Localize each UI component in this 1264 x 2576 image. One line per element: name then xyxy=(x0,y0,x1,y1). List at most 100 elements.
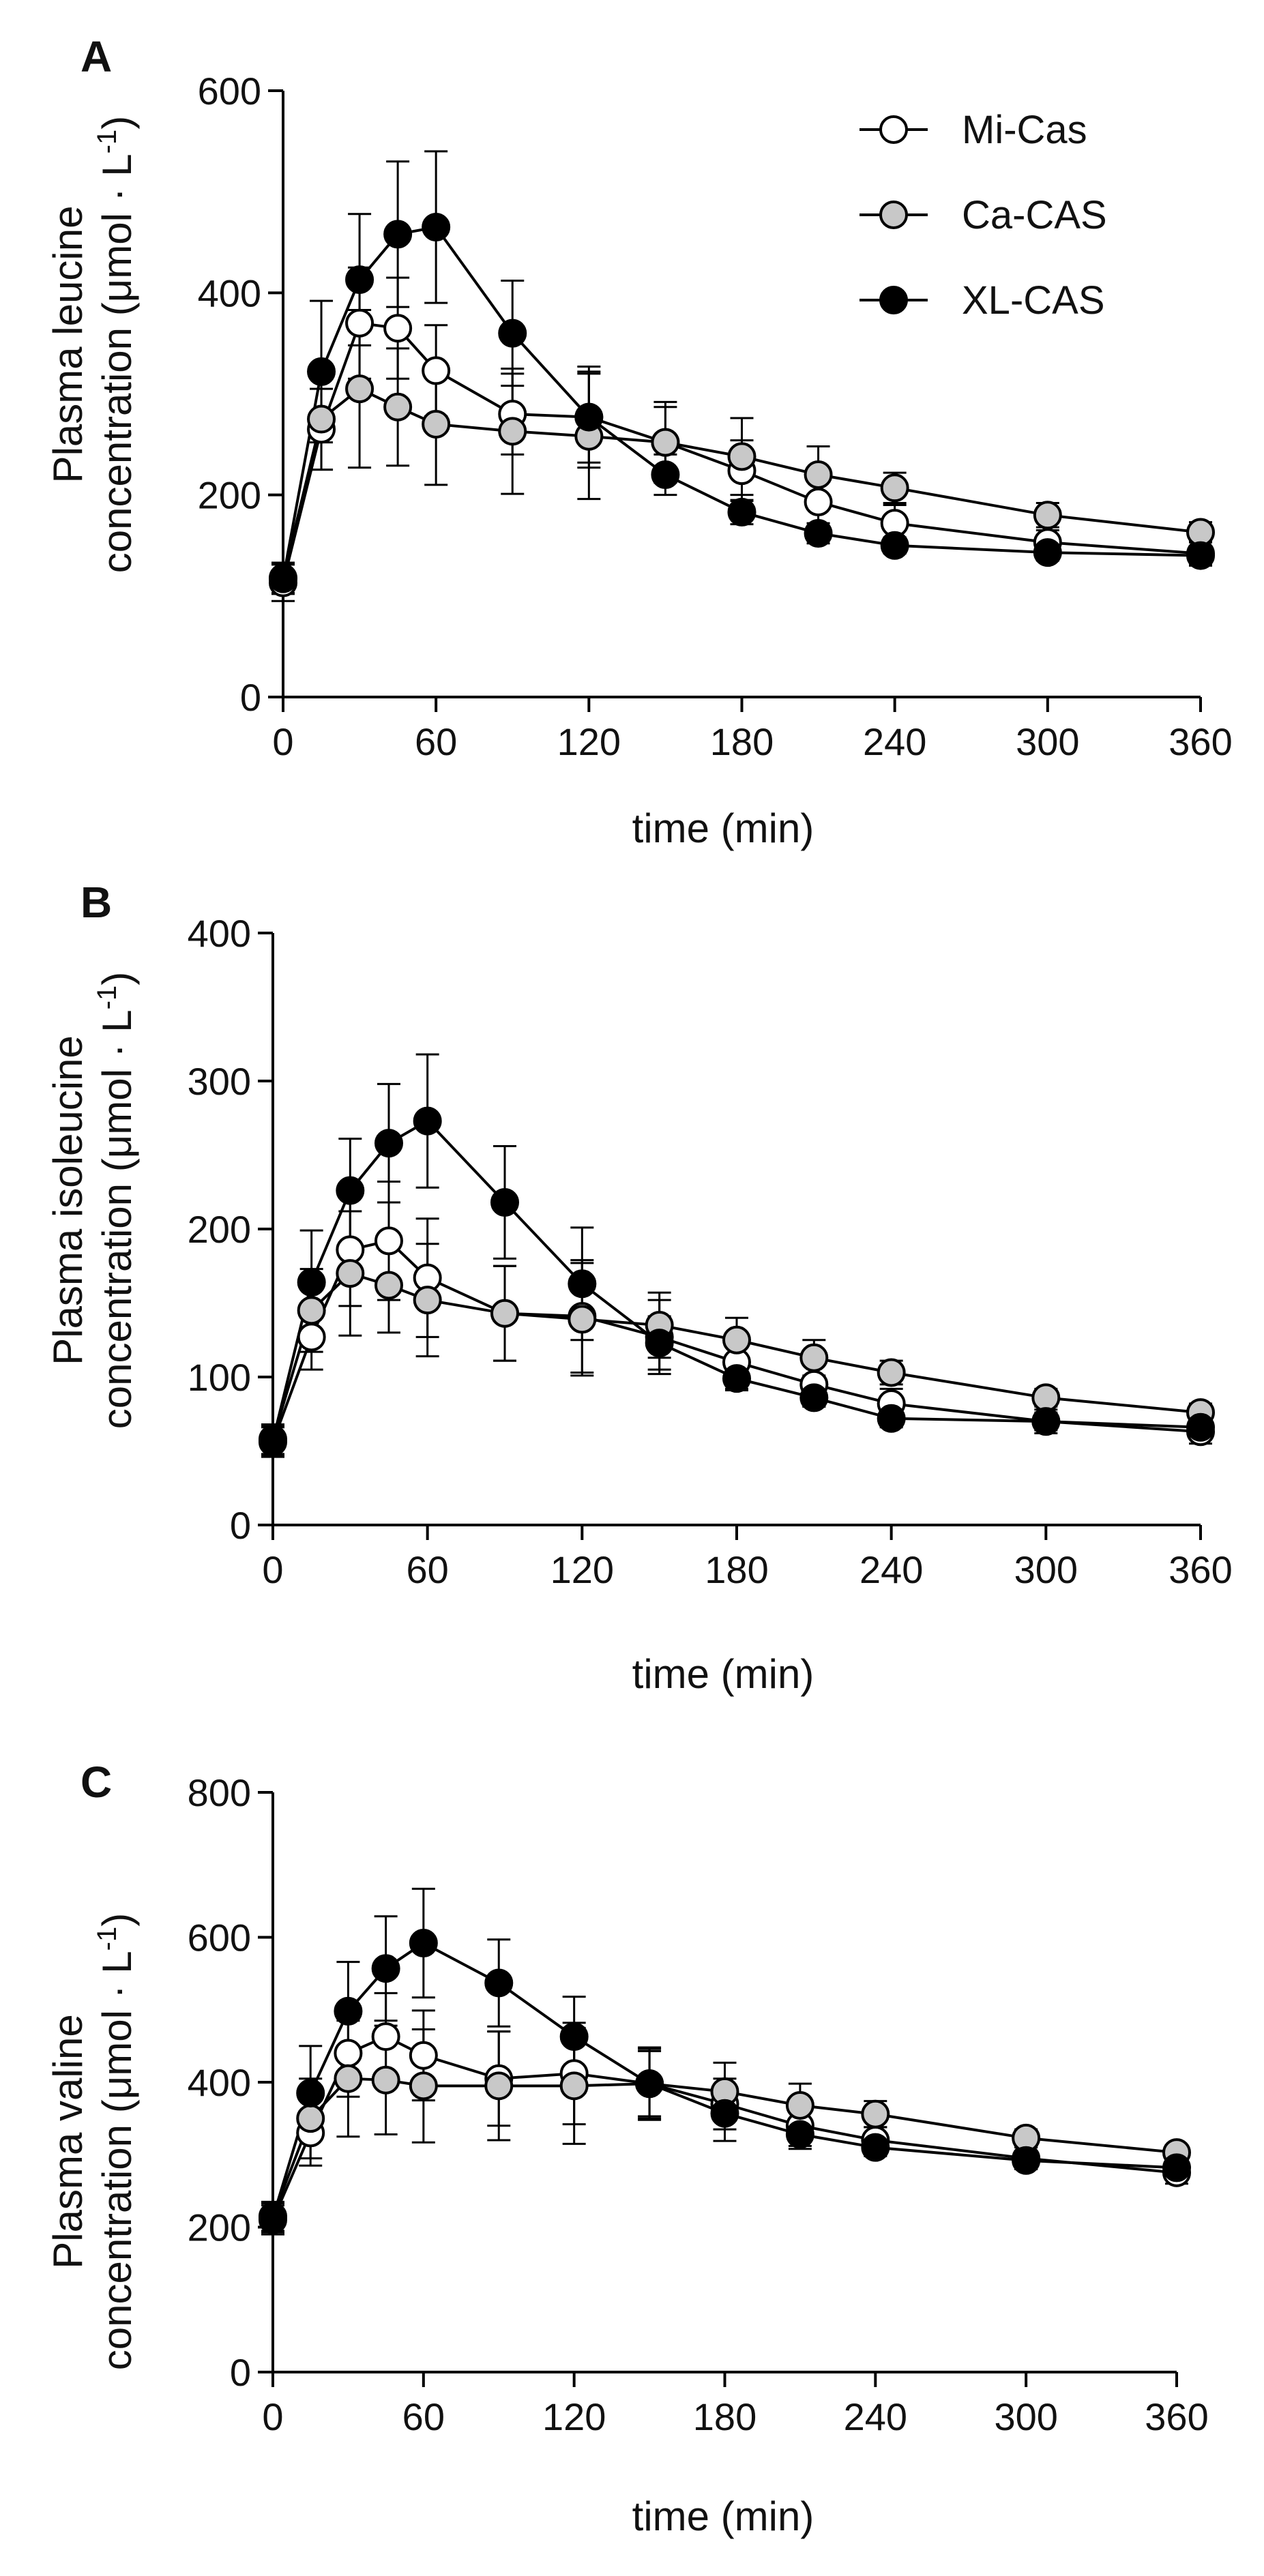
markers-ca-cas xyxy=(269,374,1215,593)
data-point xyxy=(383,392,413,421)
data-point xyxy=(877,1404,906,1433)
plot-area: 0 200 400 600 0 60 120 180 240 300 360 xyxy=(198,70,1233,763)
data-point xyxy=(297,1268,326,1297)
data-point xyxy=(422,409,451,439)
y-axis-title-line1: Plasma isoleucine xyxy=(45,1035,91,1365)
plot-area: 0 200 400 600 800 0 60 120 180 240 300 360 xyxy=(188,1771,1209,2438)
x-tick-label: 60 xyxy=(402,2395,445,2438)
data-point xyxy=(785,2091,814,2120)
y-tick-label: 300 xyxy=(188,1060,251,1103)
data-point xyxy=(422,356,451,385)
data-point xyxy=(710,2099,739,2128)
markers-xl-cas xyxy=(259,1929,1191,2232)
data-point xyxy=(1031,1383,1061,1412)
data-point xyxy=(727,442,756,471)
data-point xyxy=(880,531,909,560)
x-tick-label: 120 xyxy=(557,720,621,763)
data-point xyxy=(345,374,374,404)
markers-ca-cas xyxy=(259,2064,1191,2231)
data-point xyxy=(383,314,413,343)
data-point xyxy=(336,1235,365,1264)
data-point xyxy=(336,1259,365,1288)
x-tick-label: 180 xyxy=(710,720,774,763)
x-tick-label: 240 xyxy=(863,720,926,763)
data-point xyxy=(383,220,413,249)
y-tick-label: 400 xyxy=(188,912,251,955)
x-tick-label: 300 xyxy=(994,2395,1057,2438)
legend-marker xyxy=(879,201,908,229)
data-point xyxy=(799,1383,829,1412)
legend-label: Mi-Cas xyxy=(962,108,1087,152)
panel-a: A Plasma leucine concentration (μmol · L… xyxy=(45,32,1233,851)
y-tick-label: 600 xyxy=(188,1916,251,1959)
y-tick-label: 0 xyxy=(230,1504,251,1547)
y-axis-title-line2: concentration (μmol · L-1) xyxy=(92,116,140,573)
data-point xyxy=(345,308,374,338)
legend-marker xyxy=(879,115,908,144)
data-point xyxy=(374,1271,403,1300)
y-axis-title-line1: Plasma leucine xyxy=(45,206,91,484)
data-point xyxy=(568,1269,597,1299)
x-tick-label: 360 xyxy=(1169,720,1232,763)
panel-b: B Plasma isoleucine concentration (μmol … xyxy=(45,878,1233,1697)
series-xl-cas xyxy=(261,1887,1188,2234)
data-point xyxy=(334,2039,363,2068)
legend-label: XL-CAS xyxy=(962,278,1105,323)
x-tick-label: 300 xyxy=(1014,1548,1078,1591)
data-point xyxy=(877,1358,906,1387)
data-point xyxy=(785,2120,814,2149)
data-point xyxy=(498,417,527,446)
data-point xyxy=(804,460,833,490)
data-point xyxy=(559,2071,589,2101)
panel-c: C Plasma valine concentration (μmol · L-… xyxy=(45,1758,1209,2539)
data-point xyxy=(269,564,297,593)
data-point xyxy=(861,2133,890,2162)
data-point xyxy=(498,319,527,348)
data-point xyxy=(1012,2146,1041,2175)
legend-label: Ca-CAS xyxy=(962,193,1107,237)
data-point xyxy=(490,1299,519,1328)
x-tick-label: 240 xyxy=(844,2395,907,2438)
x-tick-label: 300 xyxy=(1016,720,1079,763)
data-point xyxy=(374,1129,403,1158)
markers-xl-cas xyxy=(269,213,1215,593)
x-tick-label: 60 xyxy=(407,1548,449,1591)
y-tick-label: 0 xyxy=(240,676,261,719)
data-point xyxy=(1033,538,1062,567)
data-point xyxy=(568,1305,597,1334)
plot-area: 0 100 200 300 400 0 60 120 180 240 300 360 xyxy=(188,912,1233,1591)
x-tick-label: 240 xyxy=(859,1548,923,1591)
y-axis-title: Plasma leucine concentration (μmol · L-1… xyxy=(45,116,140,573)
legend-marker xyxy=(879,286,908,314)
legend-entry-mi-cas: Mi-Cas xyxy=(859,108,1087,152)
data-point xyxy=(1186,541,1215,570)
data-point xyxy=(1033,501,1062,530)
data-point xyxy=(334,2064,363,2093)
x-tick-label: 0 xyxy=(262,2395,283,2438)
x-tick-label: 120 xyxy=(550,1548,614,1591)
x-tick-label: 360 xyxy=(1169,1548,1232,1591)
data-point xyxy=(297,1296,326,1325)
data-point xyxy=(259,1426,287,1455)
y-tick-label: 200 xyxy=(198,474,261,517)
data-point xyxy=(296,2104,325,2133)
legend-entry-xl-cas: XL-CAS xyxy=(859,278,1105,323)
data-point xyxy=(345,265,374,295)
data-point xyxy=(651,428,680,457)
data-point xyxy=(297,1322,326,1352)
data-point xyxy=(1162,2153,1191,2182)
y-tick-label: 400 xyxy=(188,2061,251,2104)
data-point xyxy=(334,1996,363,2026)
y-tick-label: 200 xyxy=(188,1208,251,1251)
x-tick-label: 120 xyxy=(542,2395,606,2438)
data-point xyxy=(804,518,833,548)
data-point xyxy=(307,357,336,386)
panel-letter: C xyxy=(80,1758,112,1807)
data-point xyxy=(574,402,604,432)
data-point xyxy=(559,2022,589,2052)
data-point xyxy=(371,2022,400,2052)
data-point xyxy=(722,1364,751,1393)
data-point xyxy=(880,473,909,503)
data-point xyxy=(307,404,336,434)
markers-xl-cas xyxy=(259,1106,1215,1455)
